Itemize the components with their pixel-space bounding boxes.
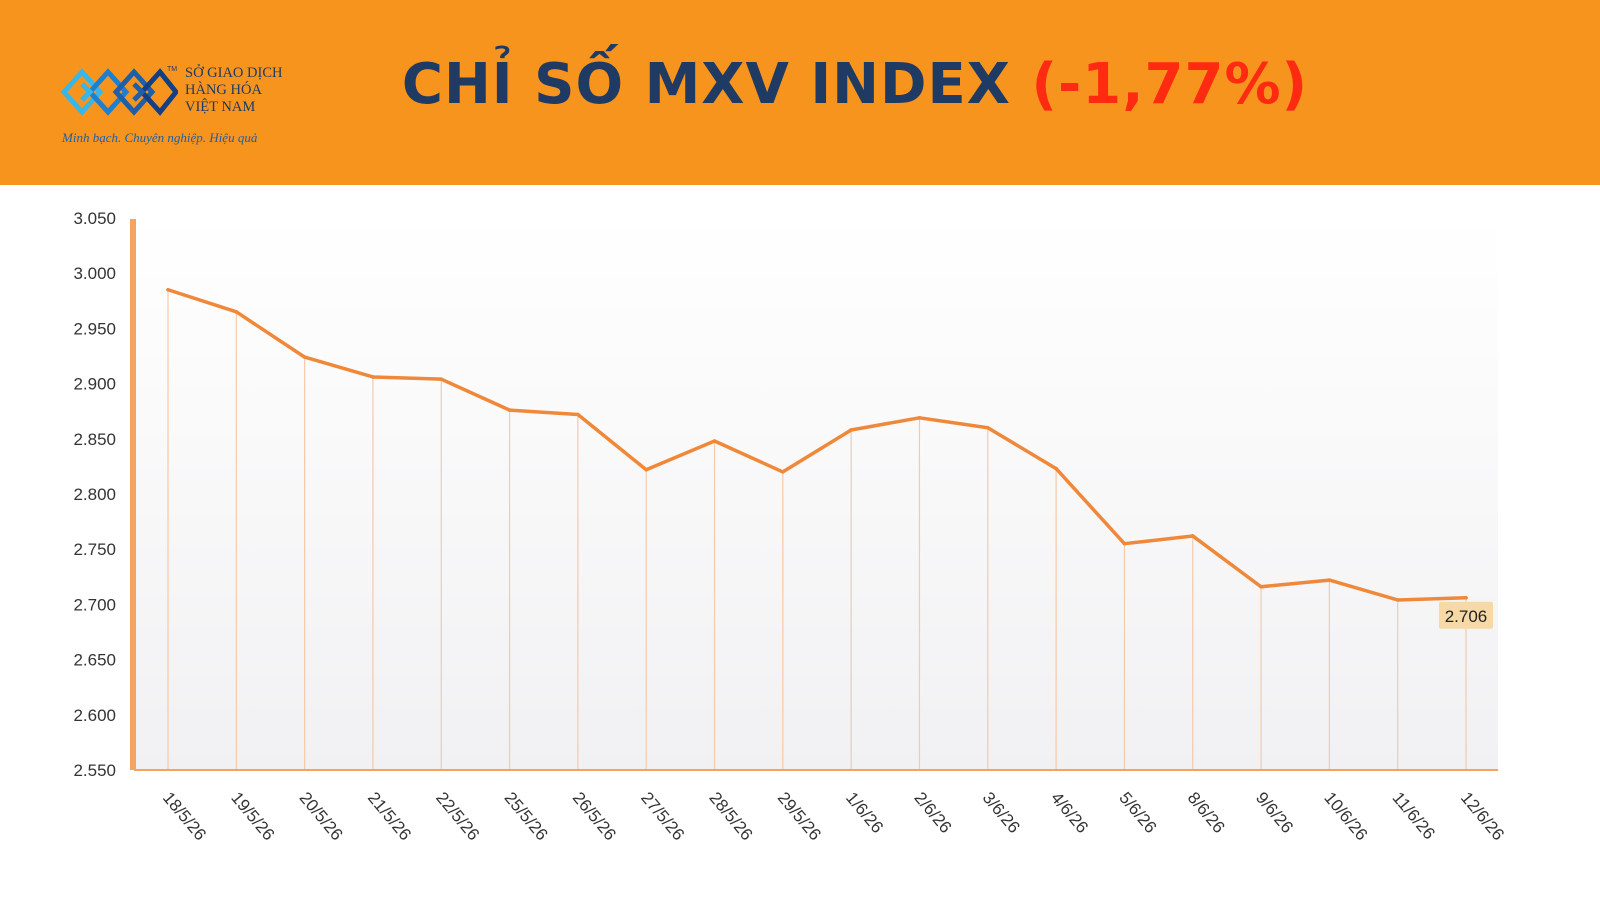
data-point [781,470,785,474]
title-main: CHỈ SỐ MXV INDEX [401,52,1011,117]
x-tick-label: 29/5/26 [774,788,825,844]
series-line [166,288,1468,602]
last-value-label-text: 2.706 [1445,607,1488,626]
data-point [166,287,170,292]
y-axis-ticks: 3.050 3.000 2.950 2.900 2.850 2.800 2.750 2.700… [73,209,116,780]
x-tick-label: 4/6/26 [1047,788,1092,836]
x-tick-label: 12/6/26 [1457,788,1508,844]
logo-line-2: HÀNG HÓA [185,82,262,98]
data-point [712,439,717,443]
data-point [1122,541,1127,546]
x-tick-label: 3/6/26 [979,788,1024,836]
logo-slogan: Minh bạch. Chuyên nghiệp. Hiệu quả [62,130,258,145]
y-tick-label: 2.700 [73,595,116,614]
chart-area: 3.050 3.000 2.950 2.900 2.850 2.800 2.750 2.700… [0,185,1600,900]
mxv-logo: TM SỞ GIAO DỊCH HÀNG HÓA VIỆT NAM Minh b… [60,60,300,150]
x-tick-label: 26/5/26 [569,788,620,844]
x-tick-label: 28/5/26 [705,788,756,844]
y-tick-label: 3.050 [73,209,116,228]
drop-lines [167,289,1467,770]
x-tick-label: 2/6/26 [910,788,955,836]
x-tick-label: 11/6/26 [1389,788,1439,843]
y-tick-label: 2.750 [73,540,116,559]
y-tick-label: 2.950 [73,319,116,338]
data-point [507,408,512,412]
logo-line-1: SỞ GIAO DỊCH [185,65,283,81]
data-point [439,377,444,381]
data-point [1464,595,1468,600]
plot-background [134,215,1498,770]
y-tick-label: 2.850 [73,430,116,449]
line-chart: 3.050 3.000 2.950 2.900 2.850 2.800 2.750 2.700… [73,209,1508,844]
y-tick-label: 2.650 [73,651,116,670]
x-tick-label: 10/6/26 [1320,788,1371,844]
data-point [1054,466,1058,471]
data-point [576,412,580,417]
data-point [985,425,990,430]
y-axis-bar [130,219,136,770]
x-tick-label: 19/5/26 [227,788,278,844]
y-tick-label: 2.900 [73,375,116,394]
logo-trademark: TM [167,66,178,73]
y-tick-label: 3.000 [73,264,116,283]
data-point [1327,578,1332,582]
data-point [849,428,853,432]
data-point [644,467,649,472]
data-point [1395,598,1400,602]
last-value-label: 2.706 [1439,601,1493,629]
x-tick-label: 5/6/26 [1115,788,1160,836]
y-tick-label: 2.550 [73,761,116,780]
data-point [917,416,922,420]
title-change-percent: (-1,77%) [1031,52,1309,117]
x-tick-label: 27/5/26 [637,788,688,844]
page-title: CHỈ SỐ MXV INDEX (-1,77%) [0,50,1600,120]
mxv-logo-icon [60,68,178,116]
x-tick-label: 1/6/26 [842,788,887,836]
data-point [302,355,307,359]
x-tick-label: 21/5/26 [364,788,415,844]
x-tick-label: 25/5/26 [501,788,552,844]
x-axis-ticks: 18/5/26 19/5/26 20/5/26 21/5/26 22/5/26 25/5/… [159,788,1508,844]
x-tick-label: 9/6/26 [1252,788,1297,836]
y-tick-label: 2.600 [73,706,116,725]
y-tick-label: 2.800 [73,485,116,504]
x-tick-label: 8/6/26 [1184,788,1229,836]
data-point [1190,534,1195,538]
x-tick-label: 18/5/26 [159,788,210,844]
data-point [1259,584,1263,589]
data-points [166,287,1468,602]
logo-wordmark: SỞ GIAO DỊCH HÀNG HÓA VIỆT NAM [185,65,282,116]
header-banner: TM SỞ GIAO DỊCH HÀNG HÓA VIỆT NAM Minh b… [0,0,1600,185]
logo-line-3: VIỆT NAM [185,99,256,115]
last-value-label-bg [1439,601,1493,629]
x-tick-label: 22/5/26 [432,788,483,844]
data-point [371,375,375,379]
data-point [234,310,239,314]
x-tick-label: 20/5/26 [296,788,347,844]
